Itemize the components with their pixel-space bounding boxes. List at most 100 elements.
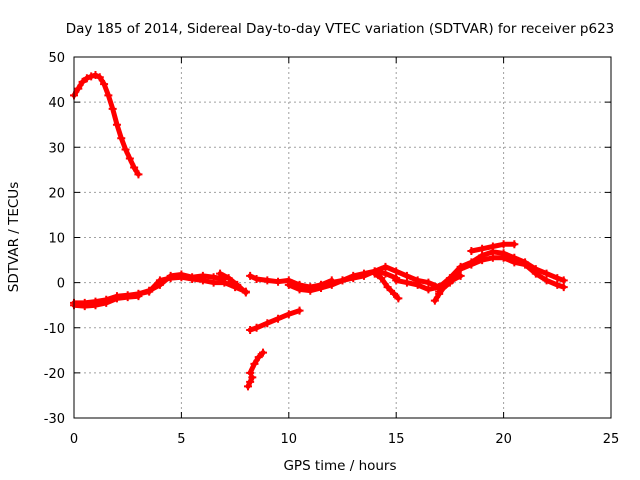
data-point xyxy=(123,293,132,302)
data-point xyxy=(246,377,255,386)
data-point xyxy=(381,269,390,278)
x-tick-label: 20 xyxy=(495,432,512,447)
data-point xyxy=(488,242,497,251)
data-series-arc-13 xyxy=(467,240,519,256)
data-point xyxy=(499,253,508,262)
data-point xyxy=(91,71,100,80)
y-tick-label: 20 xyxy=(48,186,65,201)
data-point xyxy=(402,278,411,287)
data-series-arc-10 xyxy=(392,247,568,294)
data-point xyxy=(241,288,250,297)
data-point xyxy=(104,91,113,100)
data-point xyxy=(553,274,562,283)
data-point xyxy=(435,289,444,298)
data-point xyxy=(259,348,268,357)
series-line xyxy=(71,72,141,177)
data-point xyxy=(263,319,272,328)
data-point xyxy=(252,275,261,284)
data-point xyxy=(559,283,568,292)
data-point xyxy=(145,287,154,296)
data-point xyxy=(248,373,257,382)
data-point xyxy=(531,269,540,278)
data-point xyxy=(456,265,465,274)
data-point xyxy=(467,260,476,269)
data-point xyxy=(250,359,259,368)
data-point xyxy=(121,145,130,154)
data-point xyxy=(246,326,255,335)
data-point xyxy=(112,120,121,129)
data-point xyxy=(478,256,487,265)
data-point xyxy=(246,368,255,377)
data-point xyxy=(125,154,134,163)
data-point xyxy=(155,276,164,285)
data-point xyxy=(284,310,293,319)
x-tick-label: 0 xyxy=(70,432,78,447)
data-point xyxy=(284,280,293,289)
series-line xyxy=(247,350,266,376)
data-point xyxy=(510,240,519,249)
data-point xyxy=(166,274,175,283)
data-series-arc-12 xyxy=(430,271,465,305)
data-point xyxy=(82,74,91,83)
data-point xyxy=(274,314,283,323)
data-series-arc-15 xyxy=(246,348,268,377)
data-point xyxy=(402,271,411,280)
data-point xyxy=(359,271,368,280)
data-point xyxy=(424,285,433,294)
data-point xyxy=(370,269,379,278)
data-point xyxy=(91,301,100,310)
data-point xyxy=(177,273,186,282)
data-point xyxy=(510,258,519,267)
y-tick-label: 0 xyxy=(57,277,65,292)
data-point xyxy=(430,296,439,305)
data-point xyxy=(488,253,497,262)
y-axis-label: SDTVAR / TECUs xyxy=(6,182,22,292)
data-point xyxy=(392,276,401,285)
data-series-arc-16 xyxy=(243,373,257,391)
data-series-arc-14 xyxy=(246,306,304,335)
y-tick-label: 40 xyxy=(48,96,65,111)
x-tick-label: 10 xyxy=(281,432,298,447)
data-point xyxy=(130,163,139,172)
data-point xyxy=(413,280,422,289)
data-point xyxy=(252,323,261,332)
data-point xyxy=(448,276,457,285)
data-point xyxy=(198,276,207,285)
data-point xyxy=(392,267,401,276)
data-point xyxy=(80,302,89,311)
chart-title: Day 185 of 2014, Sidereal Day-to-day VTE… xyxy=(66,21,615,37)
data-point xyxy=(188,275,197,284)
data-point xyxy=(233,280,242,289)
data-point xyxy=(112,294,121,303)
data-series-arc-4 xyxy=(134,273,250,298)
data-point xyxy=(134,289,143,298)
x-tick-label: 25 xyxy=(603,432,620,447)
data-point xyxy=(377,274,386,283)
data-point xyxy=(243,382,252,391)
series-line xyxy=(217,271,249,296)
data-point xyxy=(338,276,347,285)
data-point xyxy=(542,276,551,285)
data-point xyxy=(209,278,218,287)
data-point xyxy=(274,277,283,286)
data-series-arc-1 xyxy=(70,71,143,179)
data-point xyxy=(424,278,433,287)
data-point xyxy=(478,244,487,253)
data-point xyxy=(216,269,225,278)
data-point xyxy=(100,80,109,89)
data-point xyxy=(441,280,450,289)
series-line xyxy=(393,249,567,292)
data-point xyxy=(95,73,104,82)
data-point xyxy=(74,84,83,93)
x-axis-label: GPS time / hours xyxy=(283,458,396,474)
data-point xyxy=(87,72,96,81)
data-point xyxy=(456,271,465,280)
data-point xyxy=(224,274,233,283)
data-point xyxy=(317,280,326,289)
data-point xyxy=(102,298,111,307)
data-point xyxy=(349,274,358,283)
data-series-arc-5 xyxy=(216,269,250,297)
data-point xyxy=(117,134,126,143)
data-point xyxy=(383,283,392,292)
axis-ticks: 0 5 10 15 20 25 -30 -20 -10 0 10 20 30 40 50 xyxy=(44,51,620,447)
